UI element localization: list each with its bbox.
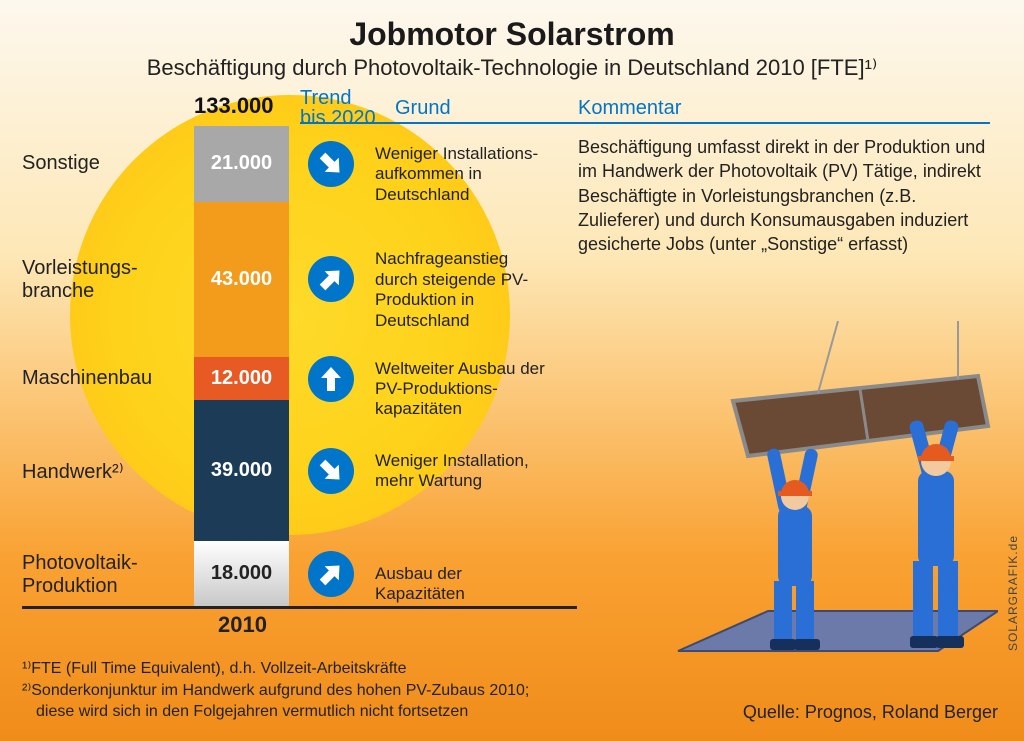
row-label-pvprod: Photovoltaik- Produktion — [22, 552, 182, 598]
bar-segment-handwerk: 39.000 — [194, 400, 289, 541]
footnote-2: ²⁾Sonderkonjunktur im Handwerk aufgrund … — [22, 680, 642, 702]
page-title: Jobmotor Solarstrom — [0, 0, 1024, 53]
grund-text-pvprod: Ausbau der Kapazitäten — [375, 564, 555, 605]
grund-text-handwerk: Weniger Installation, mehr Wartung — [375, 451, 555, 492]
source-credit: Quelle: Prognos, Roland Berger — [743, 702, 998, 723]
kommentar-paragraph: Beschäftigung umfasst direkt in der Prod… — [578, 135, 988, 256]
x-axis-year: 2010 — [218, 612, 267, 638]
row-label-maschinenbau: Maschinenbau — [22, 367, 182, 390]
trend-icon-handwerk — [308, 448, 354, 494]
trend-icon-maschinenbau — [308, 356, 354, 402]
bar-segment-pvprod: 18.000 — [194, 541, 289, 606]
stacked-bar-chart: 21.00043.00012.00039.00018.000 — [194, 126, 289, 606]
col-header-grund: Grund — [395, 97, 451, 120]
bar-segment-sonstige: 21.000 — [194, 126, 289, 202]
grund-text-vorleistung: Nachfrageanstieg durch steigende PV-Prod… — [375, 249, 555, 331]
page-subtitle: Beschäftigung durch Photovoltaik-Technol… — [0, 55, 1024, 81]
trend-icon-pvprod — [308, 551, 354, 597]
header-divider — [300, 122, 990, 124]
chart-baseline — [22, 606, 577, 609]
row-label-sonstige: Sonstige — [22, 152, 182, 175]
total-value: 133.000 — [194, 93, 274, 119]
rotated-credit: SOLARGRAFIK.de — [1006, 535, 1020, 651]
bar-segment-maschinenbau: 12.000 — [194, 357, 289, 400]
row-label-handwerk: Handwerk²⁾ — [22, 459, 182, 484]
footnote-1: ¹⁾FTE (Full Time Equivalent), d.h. Vollz… — [22, 658, 642, 680]
footnotes: ¹⁾FTE (Full Time Equivalent), d.h. Vollz… — [22, 658, 642, 723]
workers-illustration — [638, 321, 998, 681]
col-header-kommentar: Kommentar — [578, 97, 681, 120]
bar-segment-vorleistung: 43.000 — [194, 202, 289, 357]
grund-text-sonstige: Weniger Installations-aufkommen in Deuts… — [375, 144, 555, 205]
row-label-vorleistung: Vorleistungs- branche — [22, 257, 182, 303]
trend-icon-vorleistung — [308, 256, 354, 302]
footnote-2b: diese wird sich in den Folgejahren vermu… — [22, 701, 642, 723]
trend-icon-sonstige — [308, 141, 354, 187]
grund-text-maschinenbau: Weltweiter Ausbau der PV-Produktions-kap… — [375, 359, 555, 420]
